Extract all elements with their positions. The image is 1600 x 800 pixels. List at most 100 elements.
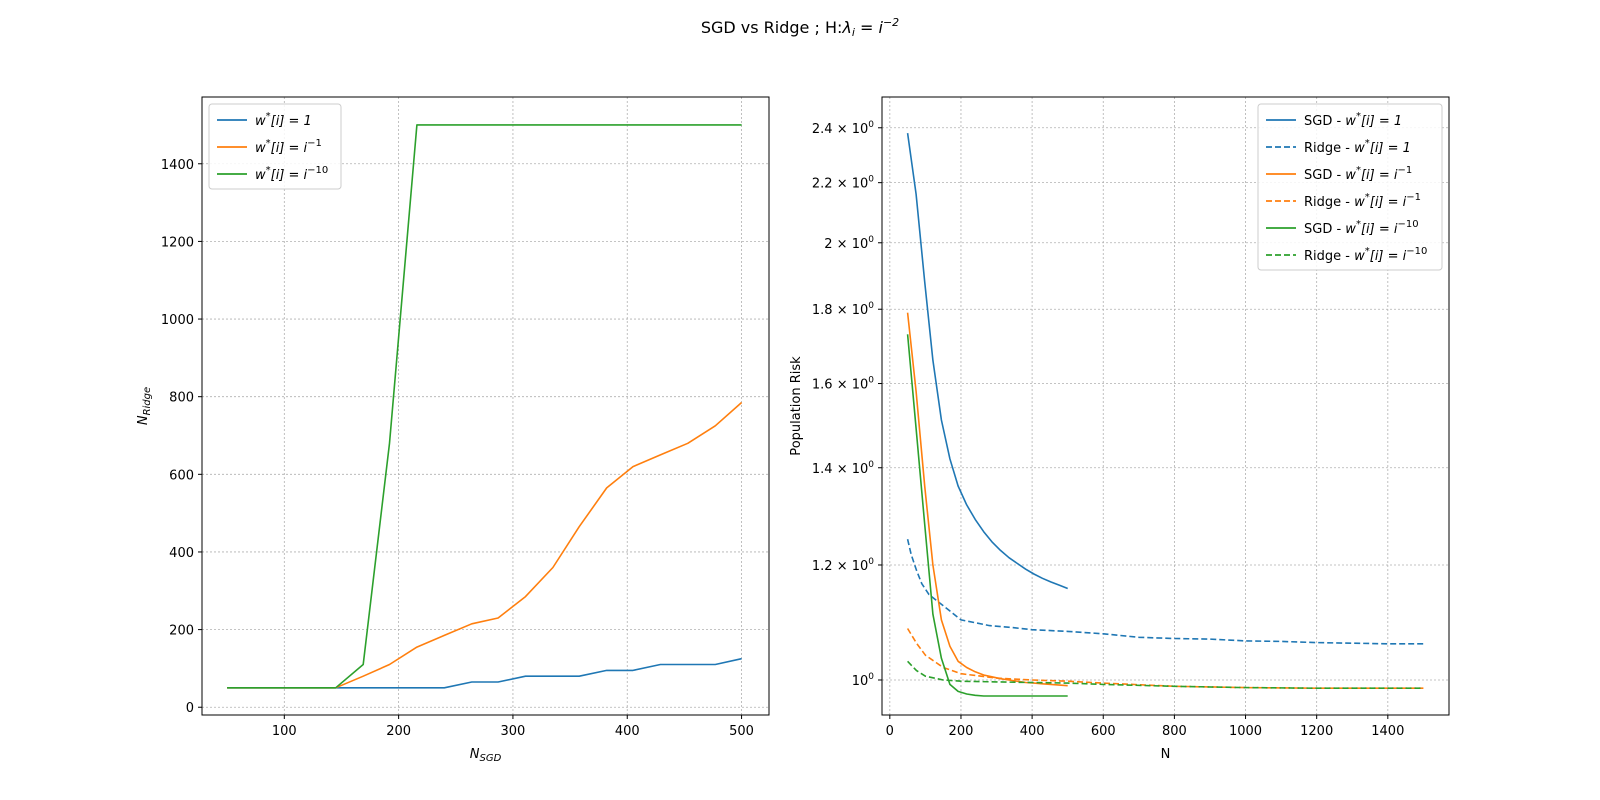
label-sup: * [1365, 138, 1370, 149]
label-prefix: Ridge - [1304, 141, 1354, 156]
tick-mantissa: 10 [852, 674, 869, 689]
y-tick-label: 1400 [161, 158, 194, 173]
legend-label: SGD - w*[i] = 1 [1304, 111, 1402, 129]
legend-label: SGD - w*[i] = i−10 [1304, 219, 1419, 237]
label-math-rest: [i] = i [1370, 195, 1407, 210]
x-tick-label: 600 [1091, 724, 1116, 739]
label-sup: * [1356, 165, 1361, 176]
series-line [906, 628, 1424, 690]
label-sup: −10 [307, 165, 328, 176]
y-tick-label: 0 [186, 701, 194, 716]
label-math: w [1345, 168, 1356, 183]
label-math-rest: [i] = 1 [271, 114, 312, 129]
figure-title-text: SGD vs Ridge ; H: [701, 18, 843, 37]
y-tick-label: 600 [169, 468, 194, 483]
label-math: w [255, 168, 266, 183]
tick-mantissa: 1.6 × 10 [812, 378, 868, 393]
figure-title-math: λi = i−2 [841, 16, 899, 39]
label-sup: −10 [1406, 246, 1427, 257]
label-math: w [255, 141, 266, 156]
label-math: w [255, 114, 266, 129]
tick-exponent: 0 [868, 235, 874, 245]
label-prefix: Ridge - [1304, 249, 1354, 264]
series-line [906, 132, 1068, 590]
y-tick-label: 1000 [161, 313, 194, 328]
tick-mantissa: 1.8 × 10 [812, 303, 868, 318]
series-line [227, 657, 742, 689]
x-tick-label: 200 [949, 724, 974, 739]
x-tick-label: 500 [729, 724, 754, 739]
legend-label: Ridge - w*[i] = 1 [1304, 138, 1411, 156]
x-tick-label: 0 [886, 724, 894, 739]
x-tick-label: 300 [501, 724, 526, 739]
label-sup: * [266, 138, 271, 149]
label-math: w [1354, 141, 1365, 156]
legend-label: Ridge - w*[i] = i−1 [1304, 192, 1421, 210]
x-tick-label: 400 [1020, 724, 1045, 739]
label-math: w [1354, 195, 1365, 210]
y-tick-label: 1.4 × 100 [812, 460, 874, 477]
y-tick-label: 200 [169, 624, 194, 639]
legend-label: Ridge - w*[i] = i−10 [1304, 246, 1427, 264]
y-tick-label: 1200 [161, 235, 194, 250]
y-tick-label: 2.2 × 100 [812, 175, 874, 192]
tick-mantissa: 2.4 × 10 [812, 122, 868, 137]
label-math-rest: [i] = i [1370, 249, 1407, 264]
tick-exponent: 0 [868, 120, 874, 130]
tick-exponent: 0 [868, 672, 874, 682]
label-sup: * [266, 111, 271, 122]
series-line [227, 401, 743, 689]
legend: w*[i] = 1w*[i] = i−1w*[i] = i−10 [208, 103, 342, 190]
label-math-rest: [i] = i [1361, 168, 1398, 183]
x-axis-label: NSGD [470, 747, 502, 764]
x-tick-label: 100 [272, 724, 297, 739]
x-tick-label: 1400 [1371, 724, 1404, 739]
label-sup: * [1365, 246, 1370, 257]
label-sup: * [266, 165, 271, 176]
y-tick-label: 1.8 × 100 [812, 301, 874, 318]
label-math-rest: [i] = 1 [1370, 141, 1411, 156]
label-sup: * [1356, 111, 1361, 122]
x-tick-label: 200 [386, 724, 411, 739]
legend-label: w*[i] = 1 [255, 111, 312, 129]
label-prefix: SGD - [1304, 222, 1345, 237]
series-line [906, 539, 1424, 645]
x-tick-label: 1200 [1300, 724, 1333, 739]
series-line [227, 124, 742, 689]
series-line [906, 312, 1068, 687]
axes-frame [881, 96, 1450, 716]
label-math-rest: [i] = 1 [1361, 114, 1402, 129]
label-math-rest: [i] = i [1361, 222, 1398, 237]
label-prefix: SGD - [1304, 168, 1345, 183]
y-axis-label-base: N [136, 415, 151, 425]
x-tick-label: 1000 [1229, 724, 1262, 739]
legend-label: w*[i] = i−10 [255, 165, 328, 183]
series-line [907, 660, 1424, 690]
label-math: w [1345, 222, 1356, 237]
left-chart-panel: 100 200 300 400 500 0 200 400 600 800 1000 1200 1400… [136, 96, 770, 764]
tick-exponent: 0 [868, 376, 874, 386]
y-tick-label: 400 [169, 546, 194, 561]
label-prefix: SGD - [1304, 114, 1345, 129]
label-math: w [1354, 249, 1365, 264]
y-tick-label: 1.6 × 100 [812, 376, 874, 393]
tick-exponent: 0 [868, 460, 874, 470]
label-sup: −10 [1397, 219, 1418, 230]
x-axis-label-base: N [470, 747, 480, 762]
label-sup: −1 [1406, 192, 1421, 203]
label-prefix: Ridge - [1304, 195, 1354, 210]
label-math-rest: [i] = i [271, 141, 308, 156]
label-sup: * [1356, 219, 1361, 230]
x-axis-label-sub: SGD [479, 753, 501, 764]
y-tick-label: 100 [852, 672, 875, 689]
tick-mantissa: 2 × 10 [824, 237, 868, 252]
axes-frame [201, 96, 770, 716]
y-tick-label: 1.2 × 100 [812, 557, 874, 574]
tick-exponent: 0 [868, 557, 874, 567]
y-axis-label-sub: Ridge [142, 387, 153, 416]
legend-label: w*[i] = i−1 [255, 138, 322, 156]
legend-label: SGD - w*[i] = i−1 [1304, 165, 1412, 183]
